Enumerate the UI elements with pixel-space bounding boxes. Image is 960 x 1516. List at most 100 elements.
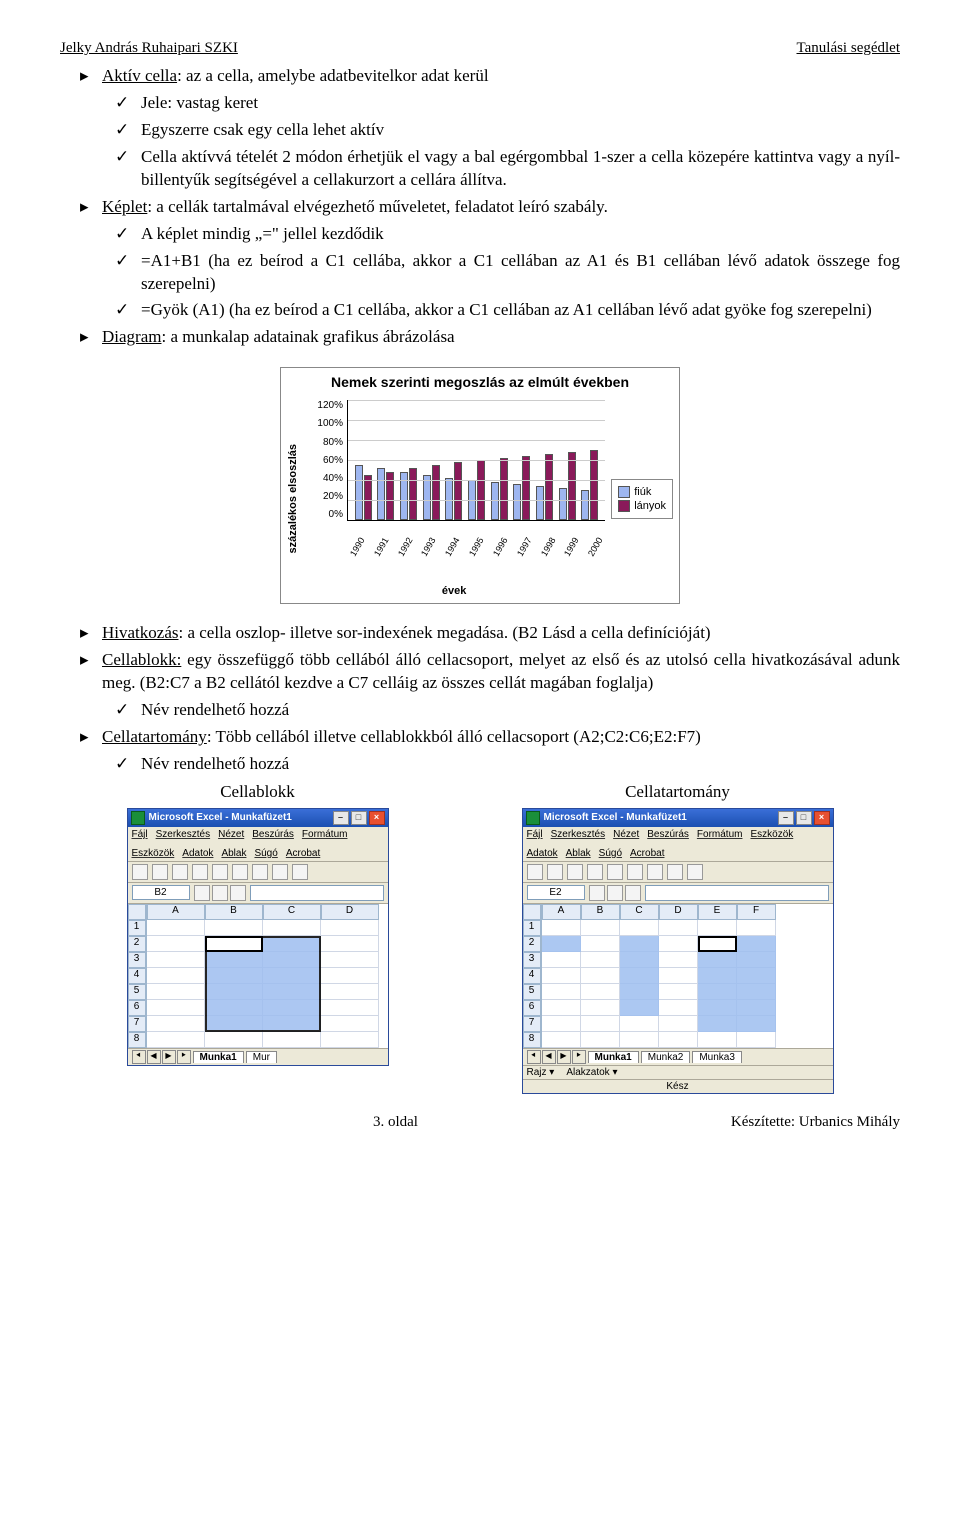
- column-header[interactable]: C: [263, 904, 321, 920]
- column-header[interactable]: F: [737, 904, 776, 920]
- cell[interactable]: [147, 1016, 205, 1032]
- toolbar-icon[interactable]: [232, 864, 248, 880]
- draw-menu[interactable]: Rajz ▾: [527, 1067, 555, 1078]
- toolbar-icon[interactable]: [587, 864, 603, 880]
- formula-bar-icon[interactable]: [607, 885, 623, 901]
- row-header[interactable]: 5: [128, 984, 146, 1000]
- menu-item[interactable]: Fájl: [132, 829, 148, 840]
- maximize-button[interactable]: □: [796, 811, 812, 825]
- toolbar-icon[interactable]: [647, 864, 663, 880]
- cell[interactable]: [581, 952, 620, 968]
- column-header[interactable]: A: [542, 904, 581, 920]
- title-bar[interactable]: Microsoft Excel - Munkafüzet1–□×: [128, 809, 388, 827]
- cell[interactable]: [321, 984, 379, 1000]
- tab-nav-arrow[interactable]: ▶: [557, 1050, 571, 1064]
- cell[interactable]: [542, 968, 581, 984]
- column-header[interactable]: E: [698, 904, 737, 920]
- menu-item[interactable]: Ablak: [221, 848, 246, 859]
- menu-item[interactable]: Ablak: [566, 848, 591, 859]
- cell[interactable]: [659, 1032, 698, 1048]
- menu-item[interactable]: Nézet: [613, 829, 639, 840]
- menu-item[interactable]: Acrobat: [630, 848, 664, 859]
- tab-nav-arrow[interactable]: ⯇: [527, 1050, 541, 1064]
- tab-nav-arrow[interactable]: ⯈: [177, 1050, 191, 1064]
- cell[interactable]: [698, 920, 737, 936]
- cell[interactable]: [659, 968, 698, 984]
- toolbar-icon[interactable]: [132, 864, 148, 880]
- cell[interactable]: [581, 1016, 620, 1032]
- menu-item[interactable]: Súgó: [599, 848, 622, 859]
- name-box[interactable]: B2: [132, 885, 190, 900]
- menu-item[interactable]: Beszúrás: [647, 829, 689, 840]
- menu-item[interactable]: Beszúrás: [252, 829, 294, 840]
- cell[interactable]: [542, 984, 581, 1000]
- toolbar-icon[interactable]: [687, 864, 703, 880]
- cell[interactable]: [581, 920, 620, 936]
- cell[interactable]: [542, 1000, 581, 1016]
- cell[interactable]: [581, 984, 620, 1000]
- menu-item[interactable]: Adatok: [182, 848, 213, 859]
- toolbar-icon[interactable]: [607, 864, 623, 880]
- cell[interactable]: [263, 1032, 321, 1048]
- menu-item[interactable]: Formátum: [697, 829, 743, 840]
- cell[interactable]: [659, 1016, 698, 1032]
- tab-nav-arrow[interactable]: ◀: [542, 1050, 556, 1064]
- cell[interactable]: [205, 920, 263, 936]
- cell[interactable]: [698, 1032, 737, 1048]
- cell[interactable]: [321, 952, 379, 968]
- column-header[interactable]: C: [620, 904, 659, 920]
- menu-item[interactable]: Formátum: [302, 829, 348, 840]
- cell[interactable]: [542, 1016, 581, 1032]
- cell[interactable]: [659, 952, 698, 968]
- maximize-button[interactable]: □: [351, 811, 367, 825]
- tab-nav-arrow[interactable]: ⯇: [132, 1050, 146, 1064]
- cell[interactable]: [321, 968, 379, 984]
- cell[interactable]: [659, 1000, 698, 1016]
- formula-input[interactable]: [250, 885, 384, 901]
- sheet-tab[interactable]: Mur: [246, 1051, 277, 1063]
- cells-grid[interactable]: [147, 920, 388, 1048]
- column-header[interactable]: B: [581, 904, 620, 920]
- cell[interactable]: [542, 1032, 581, 1048]
- cell[interactable]: [620, 1032, 659, 1048]
- cell[interactable]: [321, 920, 379, 936]
- cell[interactable]: [321, 1032, 379, 1048]
- row-header[interactable]: 4: [523, 968, 541, 984]
- sheet-tab[interactable]: Munka2: [641, 1051, 691, 1063]
- cell[interactable]: [620, 920, 659, 936]
- cell[interactable]: [581, 968, 620, 984]
- row-header[interactable]: 3: [523, 952, 541, 968]
- cell[interactable]: [581, 1032, 620, 1048]
- toolbar-icon[interactable]: [527, 864, 543, 880]
- formula-bar-icon[interactable]: [194, 885, 210, 901]
- cell[interactable]: [147, 1000, 205, 1016]
- cell[interactable]: [321, 936, 379, 952]
- menu-item[interactable]: Eszközök: [132, 848, 175, 859]
- cell[interactable]: [542, 952, 581, 968]
- formula-bar-icon[interactable]: [625, 885, 641, 901]
- toolbar-icon[interactable]: [272, 864, 288, 880]
- cell[interactable]: [737, 920, 776, 936]
- row-header[interactable]: 5: [523, 984, 541, 1000]
- row-header[interactable]: 4: [128, 968, 146, 984]
- toolbar-icon[interactable]: [547, 864, 563, 880]
- toolbar-icon[interactable]: [152, 864, 168, 880]
- formula-bar-icon[interactable]: [230, 885, 246, 901]
- toolbar-icon[interactable]: [252, 864, 268, 880]
- toolbar-icon[interactable]: [627, 864, 643, 880]
- menu-item[interactable]: Súgó: [254, 848, 277, 859]
- row-header[interactable]: 1: [128, 920, 146, 936]
- row-header[interactable]: 2: [128, 936, 146, 952]
- row-header[interactable]: 8: [523, 1032, 541, 1048]
- cell[interactable]: [542, 920, 581, 936]
- toolbar-icon[interactable]: [192, 864, 208, 880]
- toolbar-icon[interactable]: [567, 864, 583, 880]
- cell[interactable]: [659, 920, 698, 936]
- cells-grid[interactable]: [542, 920, 833, 1048]
- select-all-corner[interactable]: [523, 904, 541, 920]
- row-header[interactable]: 6: [523, 1000, 541, 1016]
- cell[interactable]: [581, 936, 620, 952]
- tab-nav-arrow[interactable]: ▶: [162, 1050, 176, 1064]
- column-header[interactable]: B: [205, 904, 263, 920]
- row-header[interactable]: 1: [523, 920, 541, 936]
